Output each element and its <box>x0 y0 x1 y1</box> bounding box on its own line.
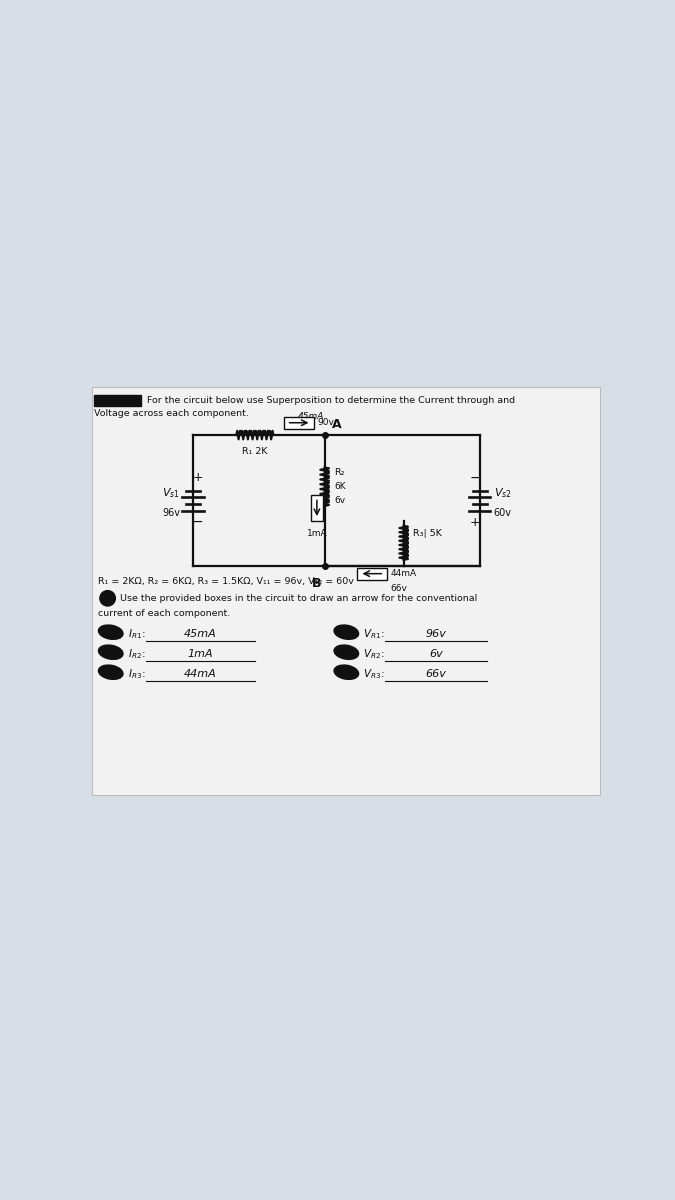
Text: For the circuit below use Superposition to determine the Current through and: For the circuit below use Superposition … <box>147 396 515 406</box>
Text: 44mA: 44mA <box>184 668 217 679</box>
Text: Use the provided boxes in the circuit to draw an arrow for the conventional: Use the provided boxes in the circuit to… <box>120 594 477 602</box>
Ellipse shape <box>99 625 123 640</box>
Text: 66v: 66v <box>391 584 408 594</box>
Text: 96v: 96v <box>426 629 447 638</box>
Text: R₁ = 2KΩ, R₂ = 6KΩ, R₃ = 1.5KΩ, V₁₁ = 96v, V₁₂ = 60v: R₁ = 2KΩ, R₂ = 6KΩ, R₃ = 1.5KΩ, V₁₁ = 96… <box>99 577 354 586</box>
Text: $V_{s1}$: $V_{s1}$ <box>162 486 180 499</box>
Text: 1mA: 1mA <box>188 649 213 659</box>
Bar <box>95 395 141 406</box>
Text: $V_{R3}$:: $V_{R3}$: <box>363 667 385 680</box>
Text: 96v: 96v <box>162 508 180 518</box>
Bar <box>310 496 323 521</box>
Bar <box>92 386 600 794</box>
Text: +: + <box>470 516 481 528</box>
Text: 6K: 6K <box>334 482 346 491</box>
Text: 90v: 90v <box>318 419 335 427</box>
Ellipse shape <box>99 646 123 659</box>
Text: $I_{R2}$:: $I_{R2}$: <box>128 647 145 661</box>
Ellipse shape <box>334 625 358 640</box>
Text: 6v: 6v <box>429 649 443 659</box>
Text: $I_{R1}$:: $I_{R1}$: <box>128 626 145 641</box>
Text: −: − <box>192 515 203 529</box>
Text: $I_{R3}$:: $I_{R3}$: <box>128 667 145 680</box>
Ellipse shape <box>334 646 358 659</box>
Text: Voltage across each component.: Voltage across each component. <box>95 409 249 418</box>
Circle shape <box>100 590 115 606</box>
Text: $V_{s2}$: $V_{s2}$ <box>494 486 512 499</box>
Ellipse shape <box>99 665 123 679</box>
Text: $V_{R2}$:: $V_{R2}$: <box>363 647 385 661</box>
Text: 66v: 66v <box>426 668 447 679</box>
Text: $V_{R1}$:: $V_{R1}$: <box>363 626 385 641</box>
Text: −: − <box>469 470 481 485</box>
Text: 1mA: 1mA <box>306 529 327 538</box>
Ellipse shape <box>334 665 358 679</box>
Bar <box>357 568 387 580</box>
Text: current of each component.: current of each component. <box>99 610 231 618</box>
Text: 45mA: 45mA <box>298 412 324 421</box>
Text: 60v: 60v <box>494 508 512 518</box>
Text: +: + <box>192 470 202 484</box>
Text: 6v: 6v <box>334 496 345 505</box>
Text: R₃| 5K: R₃| 5K <box>413 529 442 538</box>
Text: R₂: R₂ <box>334 468 344 478</box>
Text: 44mA: 44mA <box>391 569 416 578</box>
Text: 45mA: 45mA <box>184 629 217 638</box>
Text: B: B <box>313 577 322 589</box>
Text: A: A <box>332 419 342 431</box>
Bar <box>284 416 314 428</box>
Text: R₁ 2K: R₁ 2K <box>242 448 267 456</box>
